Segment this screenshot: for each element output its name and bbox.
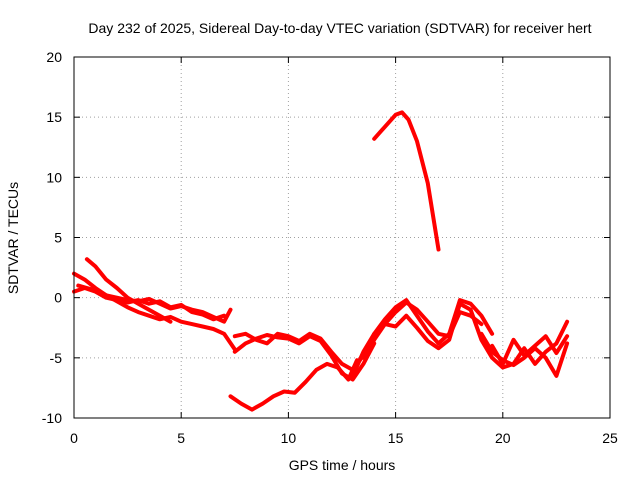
axis-ticks	[73, 56, 611, 419]
y-tick-label: -10	[42, 410, 62, 426]
x-axis-label: GPS time / hours	[289, 457, 396, 473]
y-tick-label: 5	[54, 230, 62, 246]
x-tick-labels: 0 5 10 15 20 25	[70, 430, 618, 446]
y-tick-label: 20	[46, 49, 62, 65]
x-tick-label: 25	[602, 430, 618, 446]
x-tick-label: 20	[495, 430, 511, 446]
series-track-4	[84, 257, 173, 324]
x-tick-label: 5	[177, 430, 185, 446]
series-track-3	[76, 283, 233, 324]
series-track-6	[232, 331, 366, 372]
x-tick-label: 15	[388, 430, 404, 446]
series-track-10	[372, 301, 473, 351]
data-series	[72, 110, 570, 412]
x-tick-label: 0	[70, 430, 78, 446]
series-track-14	[490, 334, 570, 366]
y-tick-labels: -10 -5 0 5 10 15 20	[42, 49, 62, 426]
series-track-11	[372, 110, 441, 252]
y-axis-label: SDTVAR / TECUs	[5, 182, 21, 294]
y-tick-label: 10	[46, 169, 62, 185]
y-tick-label: 0	[54, 290, 62, 306]
y-tick-label: 15	[46, 109, 62, 125]
x-tick-label: 10	[281, 430, 297, 446]
series-track-7	[228, 358, 359, 412]
chart-title: Day 232 of 2025, Sidereal Day-to-day VTE…	[88, 20, 591, 36]
y-tick-label: -5	[50, 350, 63, 366]
